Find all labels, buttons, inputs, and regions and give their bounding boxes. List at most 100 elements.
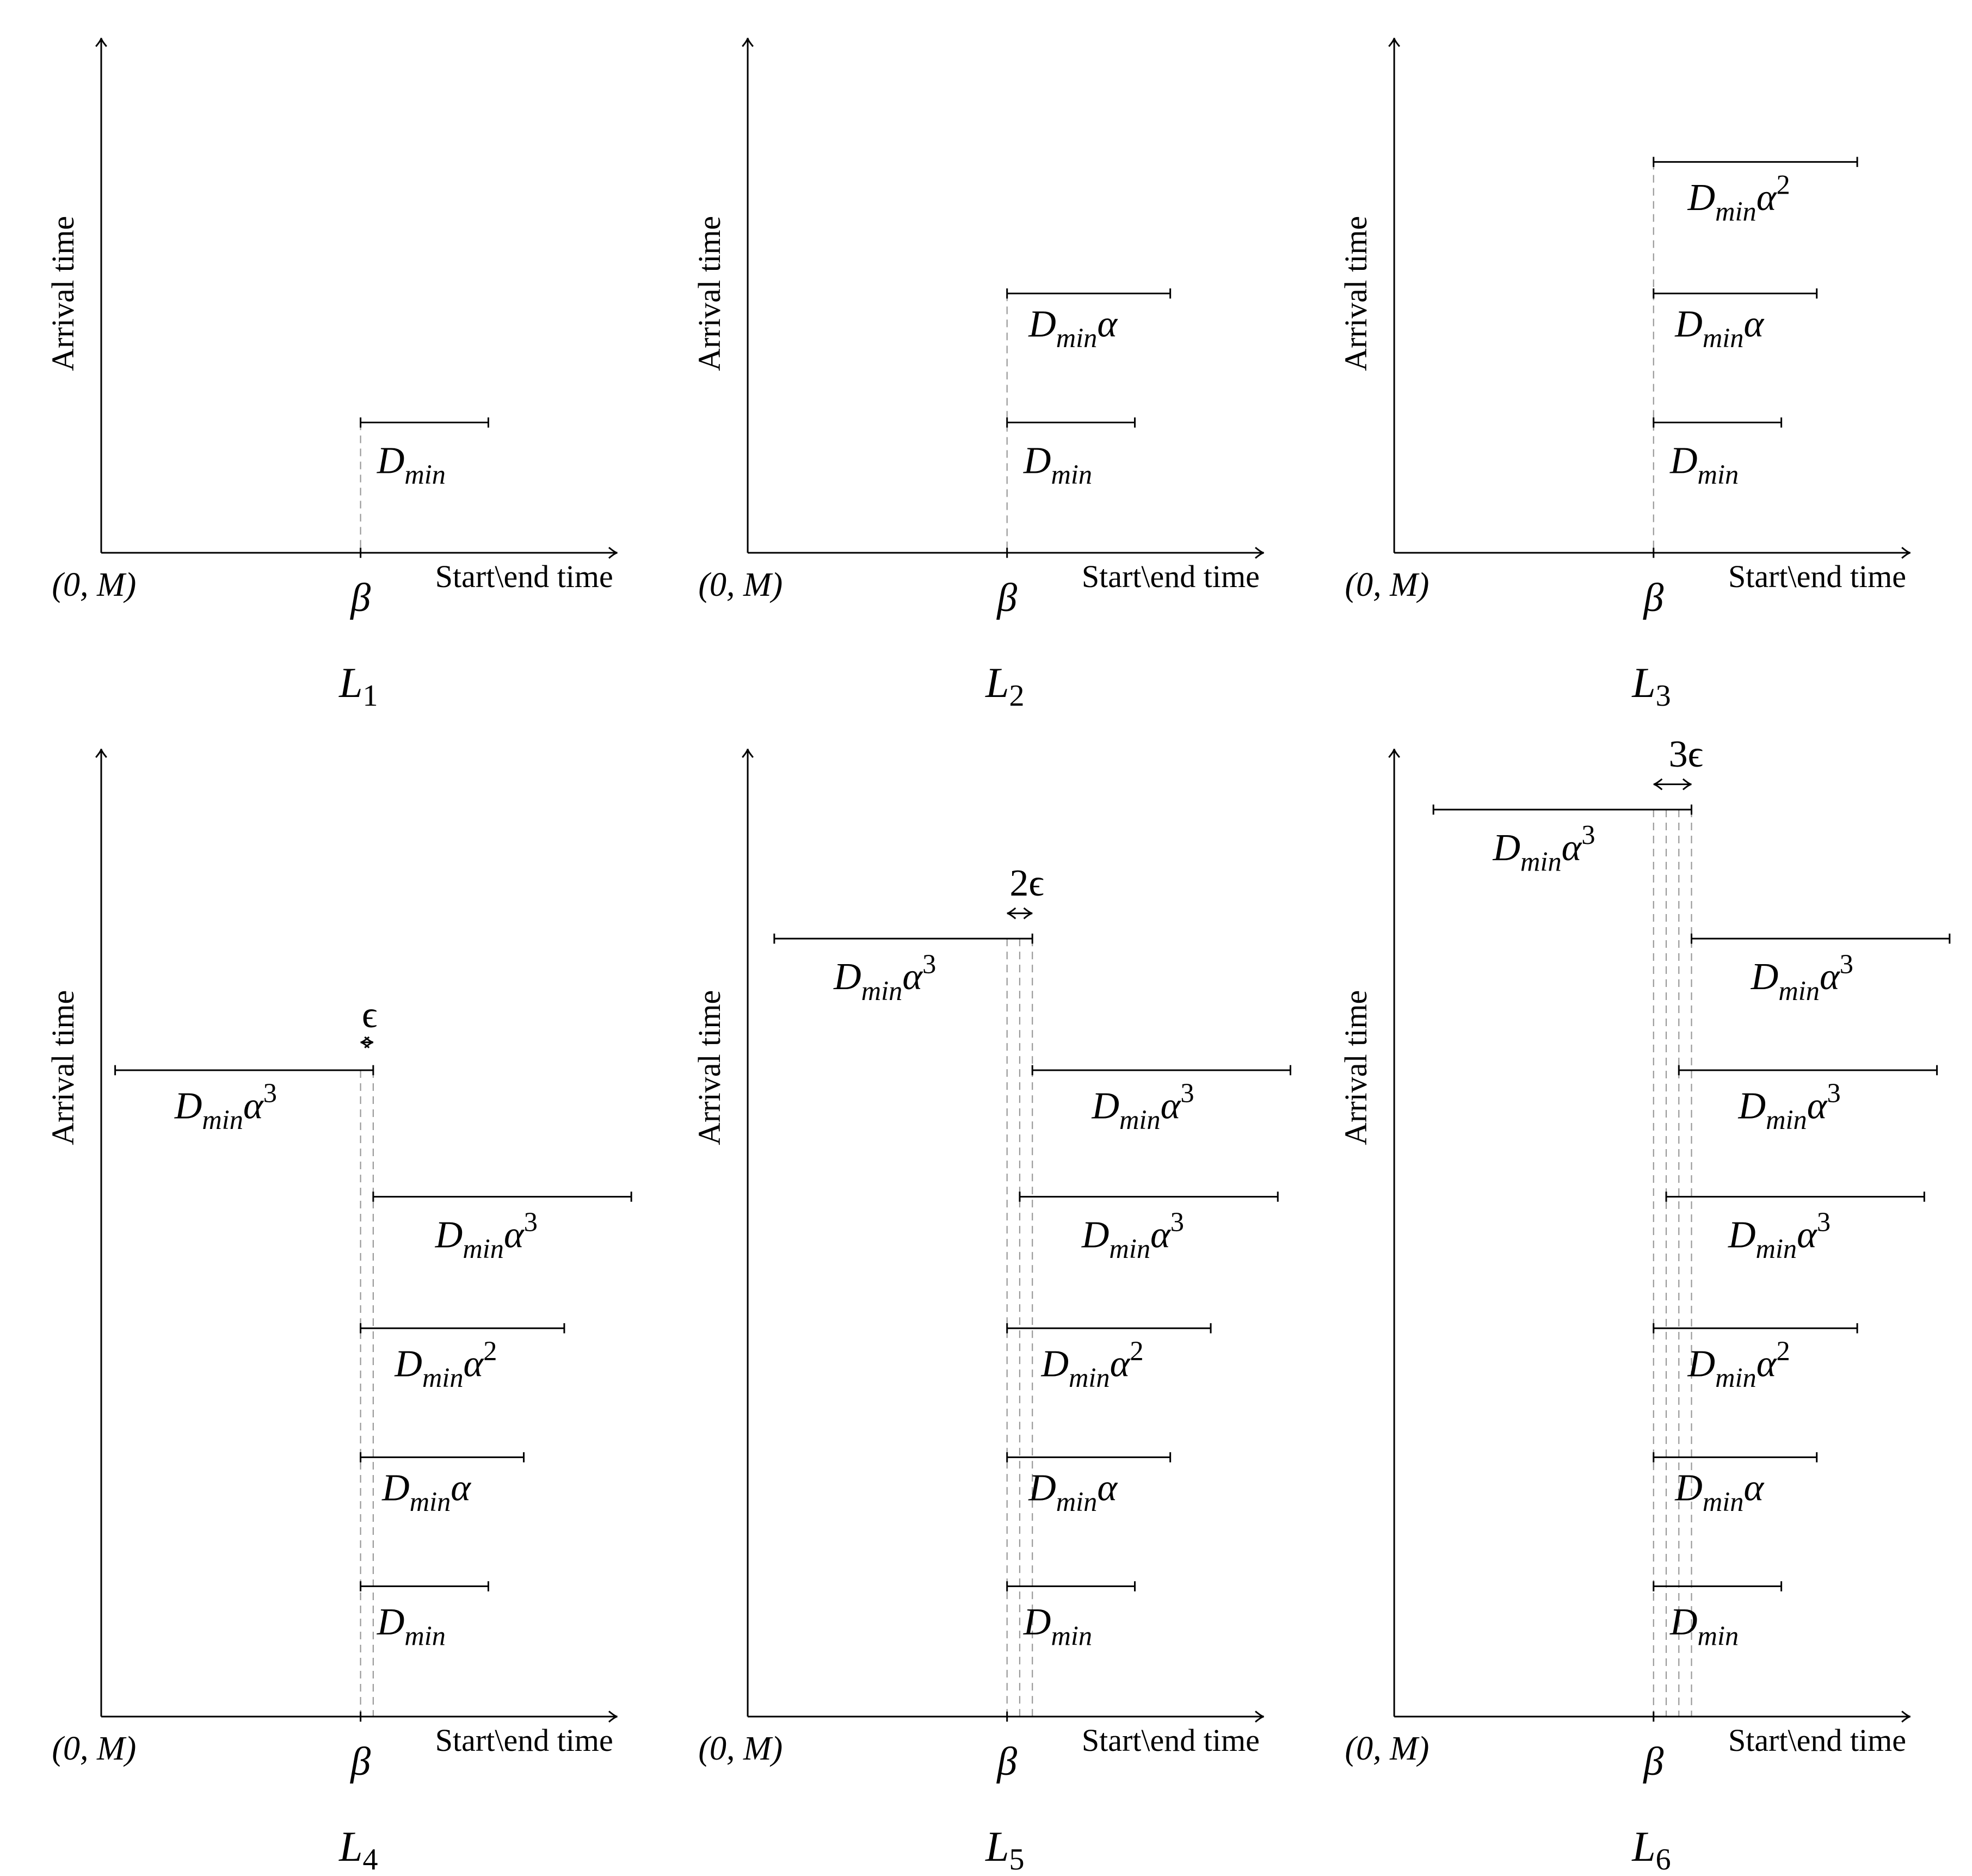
arrow-head-icon xyxy=(608,1711,618,1723)
interval: Dmin xyxy=(1006,417,1136,490)
segment-label: Dminα2 xyxy=(394,1336,497,1393)
segment-label: Dminα xyxy=(1674,303,1764,353)
label-main: D xyxy=(1669,1601,1698,1643)
x-axis-label: Start\end time xyxy=(435,559,613,594)
label-sub: min xyxy=(1778,976,1820,1006)
label-main: D xyxy=(1687,177,1716,219)
label-sub: min xyxy=(1715,1362,1757,1393)
label-sub: min xyxy=(1056,1486,1098,1517)
label-sup: 2 xyxy=(1130,1336,1143,1366)
segment-label: Dmin xyxy=(1669,1601,1739,1651)
interval: Dmin xyxy=(1653,417,1783,490)
arrow-head-icon xyxy=(608,547,618,559)
label-main: D xyxy=(1687,1343,1716,1385)
segment-label: Dminα3 xyxy=(174,1078,277,1135)
caption-letter: L xyxy=(338,659,362,706)
label-alpha: α xyxy=(451,1467,471,1509)
label-alpha: α xyxy=(1743,303,1764,345)
segment-label: Dmin xyxy=(1023,1601,1092,1651)
label-sub: min xyxy=(1056,323,1098,353)
label-sub: min xyxy=(1051,459,1092,490)
epsilon-gap: ϵ xyxy=(360,994,377,1048)
label-sub: min xyxy=(861,976,903,1006)
label-main: D xyxy=(1674,303,1703,345)
origin-label: (0, M) xyxy=(698,566,782,603)
beta-label: β xyxy=(1642,1739,1663,1784)
label-alpha: α xyxy=(1757,177,1777,219)
gap-label: 3ϵ xyxy=(1669,733,1703,775)
segment-label: Dminα xyxy=(1674,1467,1764,1517)
arrow-head-icon xyxy=(360,1036,370,1048)
origin-label: (0, M) xyxy=(52,566,136,603)
arrow-head-icon xyxy=(95,38,107,47)
interval: Dminα xyxy=(360,1452,525,1517)
x-axis-label: Start\end time xyxy=(435,1723,613,1758)
segment-label: Dminα xyxy=(1028,1467,1118,1517)
label-main: D xyxy=(377,1601,405,1643)
origin-label: (0, M) xyxy=(698,1730,782,1767)
interval: Dminα2 xyxy=(1653,1323,1858,1393)
label-alpha: α xyxy=(504,1214,525,1256)
origin-label: (0, M) xyxy=(52,1730,136,1767)
panel-caption: L3 xyxy=(1631,659,1671,713)
label-sub: min xyxy=(463,1233,504,1264)
label-main: D xyxy=(377,440,405,482)
label-sup: 3 xyxy=(922,949,936,979)
label-alpha: α xyxy=(1743,1467,1764,1509)
label-alpha: α xyxy=(1807,1085,1828,1127)
y-axis-label: Arrival time xyxy=(1338,216,1373,371)
segment-label: Dminα3 xyxy=(1751,949,1853,1006)
segment-label: Dminα3 xyxy=(833,949,936,1006)
label-alpha: α xyxy=(1757,1343,1777,1385)
label-main: D xyxy=(1669,440,1698,482)
label-sub: min xyxy=(422,1362,464,1393)
y-axis-label: Arrival time xyxy=(692,216,727,371)
interval: Dminα3 xyxy=(372,1192,632,1264)
segment-label: Dminα xyxy=(1028,303,1118,353)
caption-letter: L xyxy=(1631,1823,1655,1870)
label-sub: min xyxy=(1069,1362,1110,1393)
beta-label: β xyxy=(996,576,1017,620)
segment-label: Dminα2 xyxy=(1687,1336,1790,1393)
segment-label: Dminα2 xyxy=(1687,170,1790,227)
segment-label: Dmin xyxy=(377,440,446,490)
interval: Dminα3 xyxy=(1432,804,1693,877)
label-sub: min xyxy=(1109,1233,1150,1264)
label-main: D xyxy=(1728,1214,1756,1256)
label-main: D xyxy=(1028,1467,1056,1509)
arrow-head-icon xyxy=(95,749,107,758)
interval: Dminα2 xyxy=(1653,157,1858,227)
x-axis-label: Start\end time xyxy=(1082,559,1260,594)
arrow-head-icon xyxy=(742,749,754,758)
label-main: D xyxy=(435,1214,463,1256)
label-sub: min xyxy=(202,1104,243,1135)
arrow-head-icon xyxy=(364,1036,374,1048)
arrow-head-icon xyxy=(1653,778,1663,791)
interval: Dminα3 xyxy=(1678,1065,1938,1135)
label-sub: min xyxy=(1520,847,1562,877)
interval: Dmin xyxy=(1006,1581,1136,1651)
gap-label: 2ϵ xyxy=(1009,862,1044,904)
interval: Dminα2 xyxy=(360,1323,565,1393)
gap-label: ϵ xyxy=(362,994,377,1036)
interval: Dminα3 xyxy=(1665,1192,1925,1264)
label-sub: min xyxy=(1756,1233,1797,1264)
y-axis-label: Arrival time xyxy=(45,216,81,371)
label-main: D xyxy=(174,1085,202,1127)
interval: Dmin xyxy=(360,1581,489,1651)
label-sup: 3 xyxy=(1581,820,1595,850)
label-alpha: α xyxy=(1562,827,1582,869)
caption-letter: L xyxy=(338,1823,362,1870)
panel-caption: L1 xyxy=(338,659,378,713)
label-sup: 3 xyxy=(1827,1078,1840,1108)
interval: Dminα xyxy=(1006,288,1172,353)
label-sub: min xyxy=(1703,323,1744,353)
label-main: D xyxy=(1674,1467,1703,1509)
label-sup: 3 xyxy=(1170,1207,1184,1237)
label-main: D xyxy=(1081,1214,1110,1256)
caption-letter: L xyxy=(985,1823,1009,1870)
label-sup: 2 xyxy=(1776,170,1790,200)
